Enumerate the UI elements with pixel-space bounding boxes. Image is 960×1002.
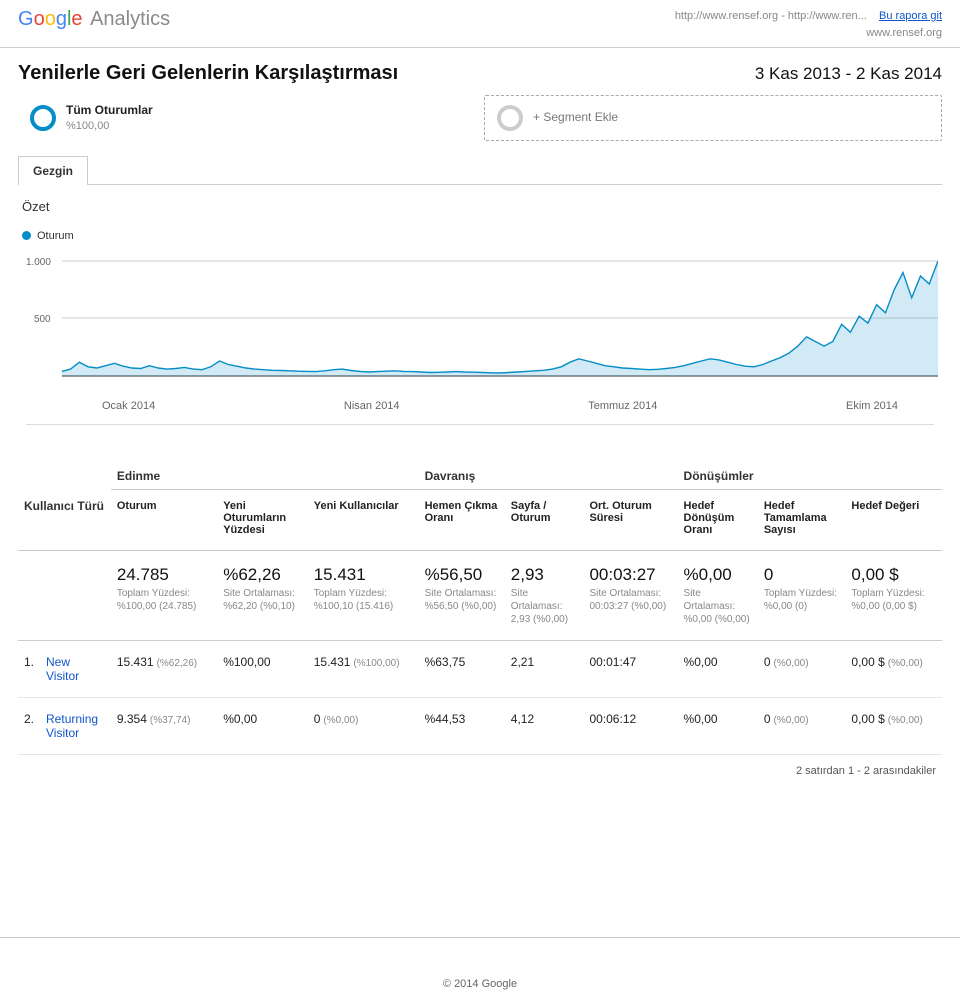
account-url: http://www.rensef.org - http://www.ren..… <box>675 10 867 22</box>
segment-percent: %100,00 <box>66 119 153 133</box>
row-link-returning-visitor[interactable]: Returning Visitor <box>46 712 98 740</box>
sessions-chart: 1.000 500 Ocak 2014 Nisan 2014 Temmuz 20… <box>18 246 942 433</box>
x-label-oct: Ekim 2014 <box>846 400 898 412</box>
date-range[interactable]: 3 Kas 2013 - 2 Kas 2014 <box>755 64 942 84</box>
row-index: 1. <box>18 640 40 697</box>
summary-row: 24.785Toplam Yüzdesi: %100,00 (24.785) %… <box>18 550 942 640</box>
legend-label: Oturum <box>37 230 74 242</box>
go-to-report-link[interactable]: Bu rapora git <box>879 10 942 22</box>
sum-duration: 00:03:27 <box>589 565 671 585</box>
x-label-jul: Temmuz 2014 <box>588 400 657 412</box>
group-behavior: Davranış <box>419 461 678 490</box>
sum-new-sessions-pct: %62,26 <box>223 565 302 585</box>
sum-bounce: %56,50 <box>425 565 499 585</box>
col-goal-completions[interactable]: Hedef Tamamlama Sayısı <box>758 489 846 550</box>
row-index: 2. <box>18 697 40 754</box>
page-title: Yenilerle Geri Gelenlerin Karşılaştırmas… <box>18 62 398 85</box>
tab-explorer[interactable]: Gezgin <box>18 156 88 185</box>
legend-dot-icon <box>22 231 31 240</box>
table-row: 1. New Visitor 15.431(%62,26) %100,00 15… <box>18 640 942 697</box>
logo-text: Google Analytics <box>18 8 170 31</box>
x-label-apr: Nisan 2014 <box>344 400 400 412</box>
group-conversions: Dönüşümler <box>678 461 942 490</box>
sum-conv: %0,00 <box>684 565 752 585</box>
property-url: www.rensef.org <box>866 27 942 39</box>
add-segment-button[interactable]: + Segment Ekle <box>484 95 942 141</box>
footer-copyright: © 2014 Google <box>0 937 960 1002</box>
pagination-info: 2 satırdan 1 - 2 arasındakiler <box>18 755 942 777</box>
logo: Google Analytics <box>18 8 170 31</box>
add-segment-label: + Segment Ekle <box>533 110 618 126</box>
col-sessions[interactable]: Oturum <box>111 489 217 550</box>
col-goal-conv-rate[interactable]: Hedef Dönüşüm Oranı <box>678 489 758 550</box>
logo-suffix: Analytics <box>90 8 170 30</box>
col-user-type: Kullanıcı Türü <box>18 461 111 551</box>
y-tick-1000: 1.000 <box>26 257 51 268</box>
table-row: 2. Returning Visitor 9.354(%37,74) %0,00… <box>18 697 942 754</box>
col-new-users[interactable]: Yeni Kullanıcılar <box>308 489 419 550</box>
subtab-summary[interactable]: Özet <box>18 185 942 230</box>
col-bounce-rate[interactable]: Hemen Çıkma Oranı <box>419 489 505 550</box>
sum-pps: 2,93 <box>511 565 578 585</box>
sum-new-users: 15.431 <box>314 565 413 585</box>
donut-outline-icon <box>497 105 523 131</box>
sum-completions: 0 <box>764 565 840 585</box>
y-tick-500: 500 <box>34 314 51 325</box>
group-acquisition: Edinme <box>111 461 419 490</box>
segment-chip-all-sessions[interactable]: Tüm Oturumlar %100,00 <box>18 95 474 141</box>
col-new-sessions-pct[interactable]: Yeni Oturumların Yüzdesi <box>217 489 308 550</box>
sum-value: 0,00 $ <box>851 565 936 585</box>
donut-icon <box>30 105 56 131</box>
x-label-jan: Ocak 2014 <box>102 400 155 412</box>
sum-sessions: 24.785 <box>117 565 211 585</box>
col-goal-value[interactable]: Hedef Değeri <box>845 489 942 550</box>
row-link-new-visitor[interactable]: New Visitor <box>46 655 79 683</box>
col-pages-per-session[interactable]: Sayfa / Oturum <box>505 489 584 550</box>
metrics-table: Kullanıcı Türü Edinme Davranış Dönüşümle… <box>18 461 942 755</box>
col-avg-session-duration[interactable]: Ort. Oturum Süresi <box>583 489 677 550</box>
segment-name: Tüm Oturumlar <box>66 103 153 119</box>
